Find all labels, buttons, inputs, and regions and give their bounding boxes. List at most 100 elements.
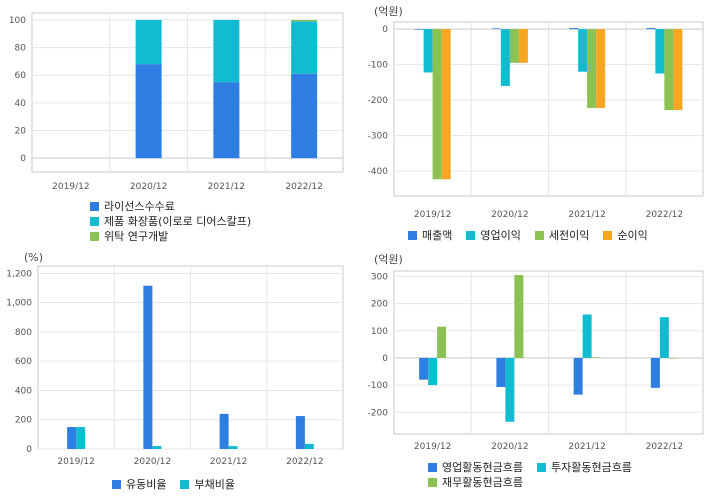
bar	[509, 29, 519, 63]
bar	[500, 29, 510, 86]
bar	[291, 19, 318, 22]
legend-label: 매출액	[422, 229, 453, 242]
legend-label: 재무활동현금흐름	[442, 476, 523, 489]
bar	[76, 427, 86, 449]
legend-item: 투자활동현금흐름	[536, 460, 632, 474]
bar	[578, 29, 588, 72]
chart-cashflow: 300 200 100 0 -100 -200 2019/12 2020/12 2021/12 2…	[368, 270, 704, 452]
x-tick-label: 2021/12	[568, 210, 605, 220]
bar	[518, 29, 528, 63]
y-tick-label: 1,000	[6, 299, 32, 309]
y-tick-label: 0	[20, 154, 26, 164]
bar	[673, 29, 683, 111]
bar	[491, 28, 501, 30]
y-tick-label: 1,200	[6, 269, 32, 279]
x-tick-label: 2022/12	[286, 457, 323, 467]
bar	[143, 285, 153, 449]
y-tick-label: 40	[15, 99, 27, 109]
bar	[228, 446, 238, 449]
y-tick-label: 200	[15, 416, 32, 426]
y-tick-label: 0	[382, 25, 388, 35]
x-tick-label: 2022/12	[646, 210, 683, 220]
bar	[428, 357, 438, 386]
x-tick-label: 2020/12	[491, 210, 528, 220]
bar	[295, 416, 305, 449]
y-tick-label: -100	[368, 61, 389, 71]
bar	[655, 29, 665, 74]
y-tick-label: 600	[15, 357, 32, 367]
bar	[596, 29, 606, 108]
y-tick-label: 400	[15, 386, 32, 396]
bar	[135, 19, 162, 65]
bar	[67, 427, 77, 449]
x-tick-label: 2020/12	[491, 442, 528, 452]
x-tick-label: 2019/12	[52, 182, 89, 192]
x-tick-label: 2019/12	[57, 457, 94, 467]
legend-item: 라이선스수수료	[90, 199, 251, 213]
legend-profit: 매출액 영업이익 세전이익 순이익	[408, 228, 648, 243]
bar	[587, 29, 597, 108]
y-tick-label: 0	[382, 354, 388, 364]
bar	[496, 357, 506, 388]
bar	[441, 29, 451, 180]
chart-profit: 0 -100 -200 -300 -400 2019/12 2020/12 2021/12 20…	[368, 21, 704, 220]
x-tick-label: 2019/12	[414, 442, 451, 452]
unit-label-ratio: (%)	[24, 251, 44, 264]
legend-label: 투자활동현금흐름	[550, 461, 632, 474]
bar	[569, 28, 579, 30]
x-tick-label: 2020/12	[130, 182, 167, 192]
bar	[291, 73, 318, 159]
x-tick-label: 2020/12	[134, 457, 171, 467]
legend-swatch	[90, 201, 99, 211]
y-tick-label: 0	[26, 445, 32, 455]
legend-swatch	[408, 230, 417, 240]
legend-item: 영업활동현금흐름	[428, 460, 523, 474]
chart-revenue-mix: 0 20 40 60 80 100 2019/12 2020/12 2021/12 2022/12	[9, 12, 344, 192]
chart-panel-cashflow: (억원) 300 200 100 0 -100 -200 2019/12 2020/12 202…	[360, 248, 720, 496]
y-tick-label: 200	[371, 300, 388, 310]
legend-swatch	[112, 479, 121, 489]
unit-label-cashflow: (억원)	[374, 253, 403, 266]
bar	[291, 21, 318, 74]
y-tick-label: 80	[15, 44, 27, 54]
legend-ratio: 유동비율 부채비율	[112, 477, 235, 492]
legend-swatch	[180, 479, 190, 489]
bar	[582, 314, 592, 358]
chart-panel-ratio: (%) 0 200 400 600 800 1,000 1,200 2019/12 2020/1…	[0, 248, 360, 496]
x-tick-label: 2022/12	[285, 182, 322, 192]
legend-label: 위탁 연구개발	[104, 230, 169, 243]
legend-label: 순이익	[617, 229, 648, 242]
x-tick-label: 2021/12	[210, 457, 247, 467]
bar	[650, 357, 660, 388]
legend-swatch	[428, 462, 437, 472]
legend-swatch	[428, 477, 437, 487]
legend-item: 재무활동현금흐름	[428, 475, 523, 489]
bar	[432, 29, 442, 180]
chart-ratio: 0 200 400 600 800 1,000 1,200 2019/12 2020/12 202…	[6, 265, 344, 467]
legend-item: 부채비율	[180, 477, 235, 491]
legend-swatch	[603, 230, 613, 240]
x-tick-label: 2021/12	[568, 442, 605, 452]
bar	[419, 357, 429, 380]
y-tick-label: 100	[9, 16, 26, 26]
legend-item: 유동비율	[112, 477, 166, 491]
legend-revenue-mix: 라이선스수수료 제품 화장품(이로로 디어스칼프) 위탁 연구개발	[90, 199, 251, 244]
bar	[505, 357, 515, 422]
x-tick-label: 2021/12	[208, 182, 245, 192]
bar	[437, 326, 447, 358]
legend-swatch	[536, 462, 546, 472]
y-tick-label: -100	[368, 381, 389, 391]
y-tick-label: -300	[368, 132, 389, 142]
bar	[591, 357, 601, 358]
bar	[659, 317, 669, 358]
legend-item: 위탁 연구개발	[90, 229, 251, 243]
chart-panel-revenue-mix: 0 20 40 60 80 100 2019/12 2020/12 2021/12 2022/12…	[0, 0, 360, 248]
legend-swatch	[90, 231, 99, 241]
bar	[213, 19, 240, 83]
y-tick-label: 800	[15, 328, 32, 338]
legend-item: 영업이익	[466, 228, 521, 242]
x-tick-label: 2022/12	[646, 442, 683, 452]
bar	[219, 413, 229, 449]
y-tick-label: -200	[368, 408, 389, 418]
